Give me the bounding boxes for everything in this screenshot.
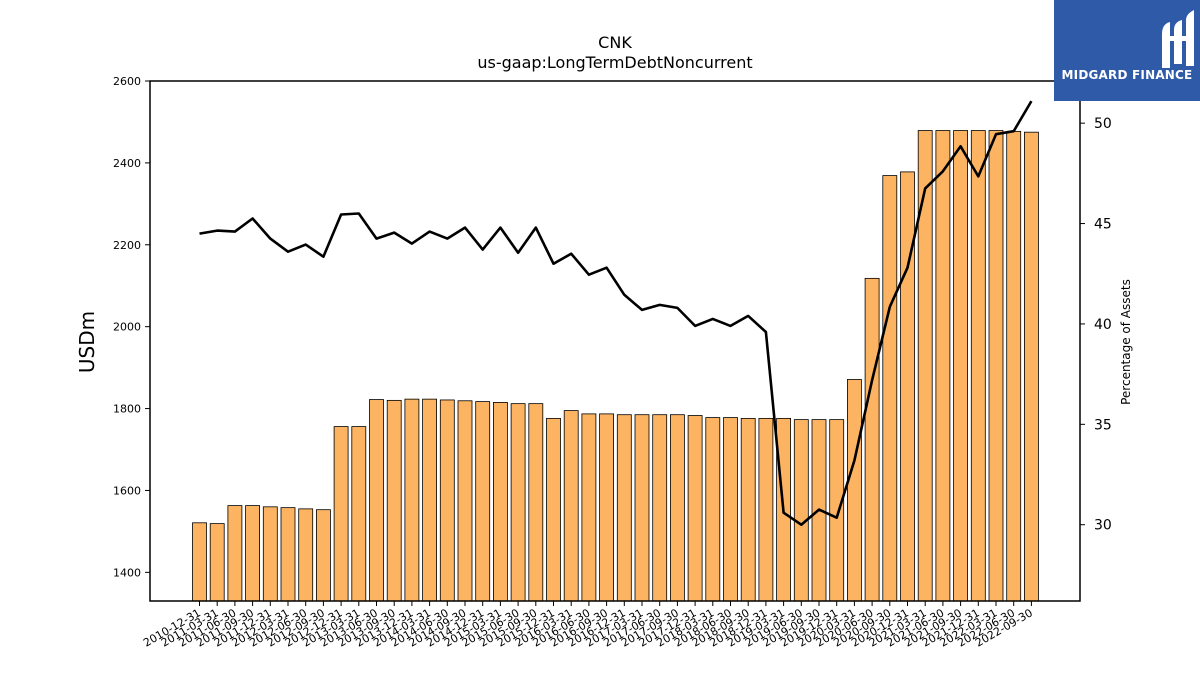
y-axis-right: 30 35 40 45 50 xyxy=(1080,116,1112,534)
logo-text: MIDGARD FINANCE xyxy=(1061,68,1193,82)
bar xyxy=(245,505,261,602)
bar xyxy=(670,414,685,602)
bar xyxy=(1006,130,1022,602)
bar xyxy=(652,414,668,602)
bar xyxy=(262,506,278,602)
bar xyxy=(581,413,597,602)
bar xyxy=(209,523,225,602)
y-axis-label: USDm xyxy=(75,311,99,373)
bar xyxy=(970,130,986,602)
bar xyxy=(386,399,402,602)
bar xyxy=(917,130,933,602)
bar xyxy=(192,522,207,602)
bar xyxy=(563,410,579,602)
bar xyxy=(227,505,243,602)
bar xyxy=(740,417,756,602)
bar xyxy=(492,402,508,602)
bar xyxy=(351,426,367,602)
chart-subtitle: us-gaap:LongTermDebtNoncurrent xyxy=(477,53,752,72)
bar xyxy=(882,175,898,602)
bar xyxy=(953,130,968,602)
logo-mark-icon xyxy=(1162,10,1194,68)
bars-group xyxy=(192,130,1039,602)
bar xyxy=(705,417,721,602)
y-tick-label: 1600 xyxy=(113,484,141,497)
bar xyxy=(422,398,438,602)
y-tick-label: 1800 xyxy=(113,403,141,416)
series-line xyxy=(199,100,1033,527)
y2-tick-label: 45 xyxy=(1094,217,1112,233)
bar xyxy=(546,417,561,602)
bar xyxy=(634,414,650,602)
bar xyxy=(280,507,296,602)
bar xyxy=(298,508,314,602)
bar xyxy=(723,417,738,602)
bar xyxy=(315,509,331,602)
bar xyxy=(369,399,384,602)
bar xyxy=(599,413,614,602)
bar xyxy=(510,403,526,602)
bar xyxy=(457,400,473,602)
y-tick-label: 2000 xyxy=(113,321,141,334)
bar xyxy=(847,379,862,602)
bar xyxy=(758,417,774,602)
bar xyxy=(404,398,420,602)
bar xyxy=(333,426,349,602)
bar xyxy=(935,130,951,602)
x-axis: 2010-12-312011-03-312011-06-302011-09-30… xyxy=(141,601,1035,650)
y2-tick-label: 30 xyxy=(1094,518,1112,534)
bar xyxy=(900,171,915,602)
bar xyxy=(475,401,491,602)
line-group xyxy=(199,100,1033,527)
y2-axis-label: Percentage of Assets xyxy=(1119,279,1133,405)
y-tick-label: 1400 xyxy=(113,566,141,579)
bar xyxy=(616,414,632,602)
y-tick-label: 2400 xyxy=(113,157,141,170)
plot-frame xyxy=(149,80,1081,602)
y-axis-left: 1400 1600 1800 2000 2200 2400 2600 xyxy=(113,75,150,579)
y-tick-label: 2200 xyxy=(113,239,141,252)
brand-logo: MIDGARD FINANCE xyxy=(1054,0,1200,101)
bar xyxy=(829,419,845,602)
bar xyxy=(988,130,1004,602)
chart-title: CNK xyxy=(598,33,632,52)
bar xyxy=(528,403,544,602)
bar xyxy=(793,419,809,602)
bar xyxy=(439,399,455,602)
y-tick-label: 2600 xyxy=(113,75,141,88)
bar xyxy=(687,415,703,602)
bar xyxy=(864,277,880,602)
y2-tick-label: 35 xyxy=(1094,417,1112,433)
bar xyxy=(1024,131,1039,602)
y2-tick-label: 50 xyxy=(1094,116,1112,132)
y2-tick-label: 40 xyxy=(1094,317,1112,333)
